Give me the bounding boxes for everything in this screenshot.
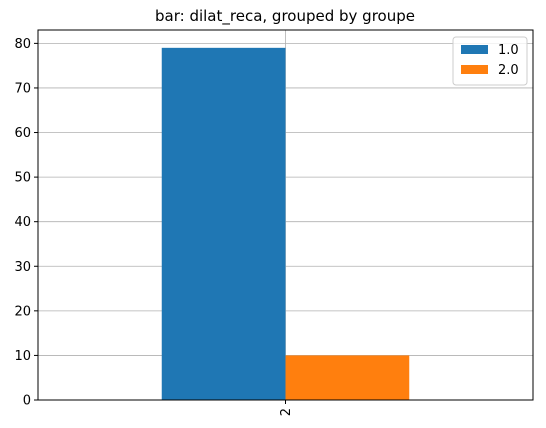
legend-swatch xyxy=(461,45,488,54)
y-tick-label: 50 xyxy=(14,171,31,186)
bar-2-0-2 xyxy=(285,355,410,400)
y-tick-label: 40 xyxy=(14,215,31,230)
y-tick-label: 70 xyxy=(14,81,31,96)
y-tick-label: 80 xyxy=(14,37,31,52)
y-tick-label: 0 xyxy=(23,394,31,409)
y-tick-label: 60 xyxy=(14,126,31,141)
legend-swatch xyxy=(461,65,488,74)
x-tick-label: 2 xyxy=(279,408,294,416)
legend-label: 2.0 xyxy=(498,63,519,78)
legend: 1.02.0 xyxy=(452,36,528,86)
bar-1-0-2 xyxy=(161,47,286,400)
y-axis: 0 10 20 30 40 50 60 70 80 xyxy=(14,37,38,409)
x-axis: 2 xyxy=(279,400,294,416)
y-tick-label: 10 xyxy=(14,349,31,364)
bars xyxy=(161,47,410,400)
chart-title: bar: dilat_reca, grouped by groupe xyxy=(155,7,415,26)
legend-label: 1.0 xyxy=(498,43,519,58)
y-tick-label: 30 xyxy=(14,260,31,275)
y-tick-label: 20 xyxy=(14,304,31,319)
